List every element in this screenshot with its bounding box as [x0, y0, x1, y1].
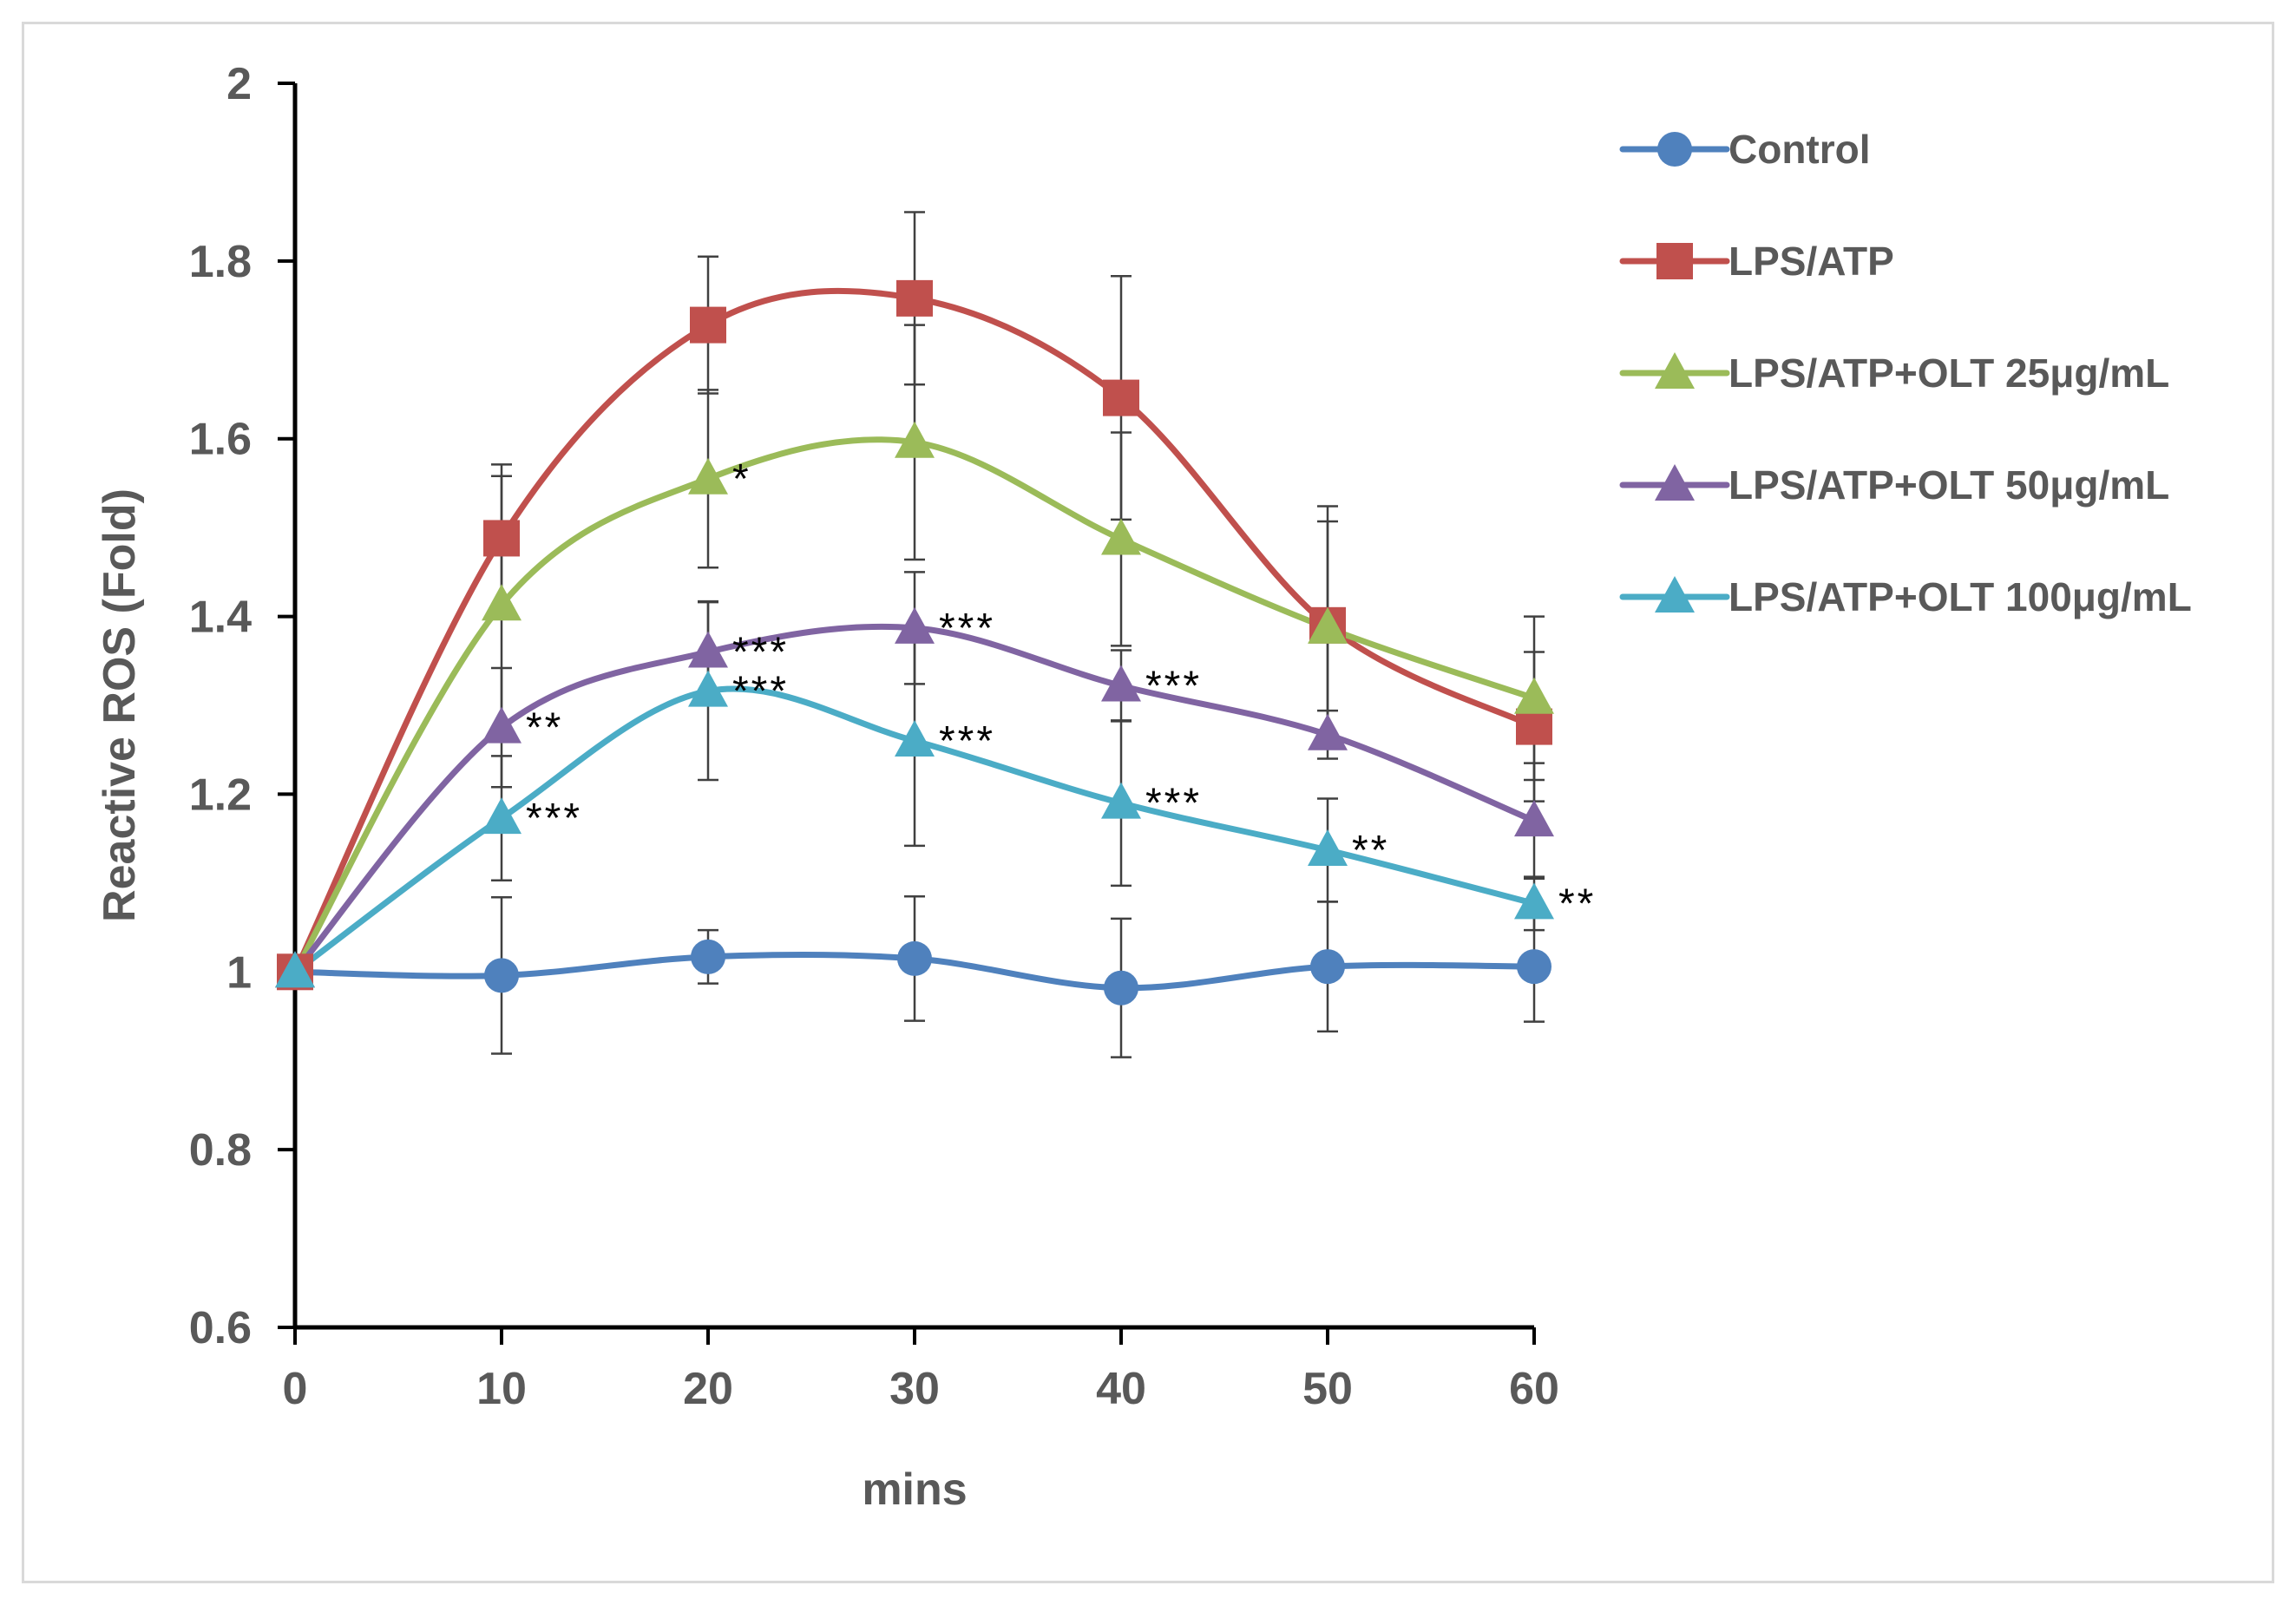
legend: Control LPS/ATP LPS/ATP+OLT 25μg/mL LPS/ATP… [1619, 127, 2192, 619]
data-point-lps-atp-olt-50-g-ml [895, 606, 935, 644]
y-tick-label: 1.8 [189, 237, 252, 287]
data-point-control [1310, 949, 1345, 985]
data-point-lps-atp-olt-100-g-ml [1514, 882, 1554, 920]
y-tick-label: 1.6 [189, 415, 252, 465]
data-point-lps-atp [690, 306, 726, 344]
legend-marker-lps-atp-olt-50-g-ml [1655, 464, 1695, 501]
significance-label: *** [732, 669, 789, 715]
legend-label-lps-atp-olt-100-g-ml: LPS/ATP+OLT 100μg/mL [1729, 574, 2192, 619]
x-tick-label: 0 [283, 1364, 308, 1414]
data-point-control [691, 939, 725, 974]
legend-label-lps-atp: LPS/ATP [1729, 239, 1894, 284]
x-tick-label: 30 [889, 1364, 940, 1414]
y-tick-label: 0.8 [189, 1125, 252, 1176]
series-markers [275, 279, 1554, 1006]
data-point-lps-atp-olt-25-g-ml [688, 457, 728, 495]
significance-label: ** [1352, 828, 1389, 874]
legend-marker-lps-atp-olt-25-g-ml [1655, 352, 1695, 389]
x-tick-label: 40 [1096, 1364, 1146, 1414]
data-point-control [1104, 970, 1138, 1006]
data-point-lps-atp-olt-100-g-ml [895, 719, 935, 757]
significance-label: * [732, 456, 751, 502]
data-point-lps-atp [896, 279, 933, 317]
data-point-lps-atp-olt-25-g-ml [1101, 518, 1141, 555]
data-point-lps-atp-olt-25-g-ml [895, 421, 935, 458]
data-point-lps-atp [1103, 379, 1139, 416]
significance-label: ** [526, 705, 563, 751]
data-point-lps-atp [1516, 708, 1552, 745]
data-point-lps-atp-olt-100-g-ml [1101, 782, 1141, 819]
x-tick-label: 10 [476, 1364, 527, 1414]
data-point-control [897, 940, 932, 976]
significance-label: ** [1558, 881, 1596, 927]
legend-marker-control [1657, 132, 1692, 167]
data-point-lps-atp-olt-100-g-ml [482, 797, 522, 835]
data-point-lps-atp-olt-50-g-ml [482, 706, 522, 744]
y-tick-label: 1.4 [189, 593, 252, 643]
data-point-lps-atp-olt-25-g-ml [1308, 606, 1348, 644]
significance-labels: **************************** [526, 456, 1596, 927]
legend-marker-lps-atp [1656, 243, 1693, 279]
x-tick-label: 20 [683, 1364, 733, 1414]
y-tick-label: 0.6 [189, 1303, 252, 1353]
data-point-lps-atp-olt-50-g-ml [1308, 713, 1348, 750]
data-point-lps-atp-olt-25-g-ml [482, 584, 522, 621]
x-tick-label: 50 [1302, 1364, 1353, 1414]
data-point-control [484, 958, 519, 993]
x-tick-label: 60 [1509, 1364, 1559, 1414]
y-tick-label: 1 [226, 947, 252, 998]
data-point-lps-atp [483, 520, 520, 557]
significance-label: *** [939, 606, 995, 652]
y-tick-label: 1.2 [189, 770, 252, 820]
data-point-lps-atp-olt-100-g-ml [688, 670, 728, 707]
significance-label: *** [939, 718, 995, 764]
data-point-lps-atp-olt-100-g-ml [1308, 829, 1348, 866]
y-tick-label: 2 [226, 59, 252, 109]
data-point-lps-atp-olt-50-g-ml [688, 631, 728, 668]
significance-label: *** [1145, 663, 1202, 709]
legend-label-lps-atp-olt-25-g-ml: LPS/ATP+OLT 25μg/mL [1729, 350, 2169, 396]
data-point-lps-atp-olt-25-g-ml [1514, 677, 1554, 714]
axes: 0.60.811.21.41.61.820 10 20 30 40 50 60 [189, 59, 1559, 1414]
legend-label-control: Control [1729, 127, 1871, 172]
error-bars [491, 211, 1545, 1058]
data-point-lps-atp-olt-100-g-ml [275, 951, 315, 988]
legend-label-lps-atp-olt-50-g-ml: LPS/ATP+OLT 50μg/mL [1729, 462, 2169, 508]
x-axis-title: mins [862, 1464, 967, 1515]
y-axis-title: Reactive ROS (Fold) [95, 488, 145, 922]
chart-frame [22, 22, 2274, 1583]
data-point-lps-atp-olt-50-g-ml [1514, 800, 1554, 837]
significance-label: *** [1145, 781, 1202, 827]
data-point-lps-atp-olt-50-g-ml [1101, 665, 1141, 702]
data-point-control [1517, 949, 1551, 985]
significance-label: *** [526, 796, 582, 842]
legend-marker-lps-atp-olt-100-g-ml [1655, 576, 1695, 613]
significance-label: *** [732, 630, 789, 676]
